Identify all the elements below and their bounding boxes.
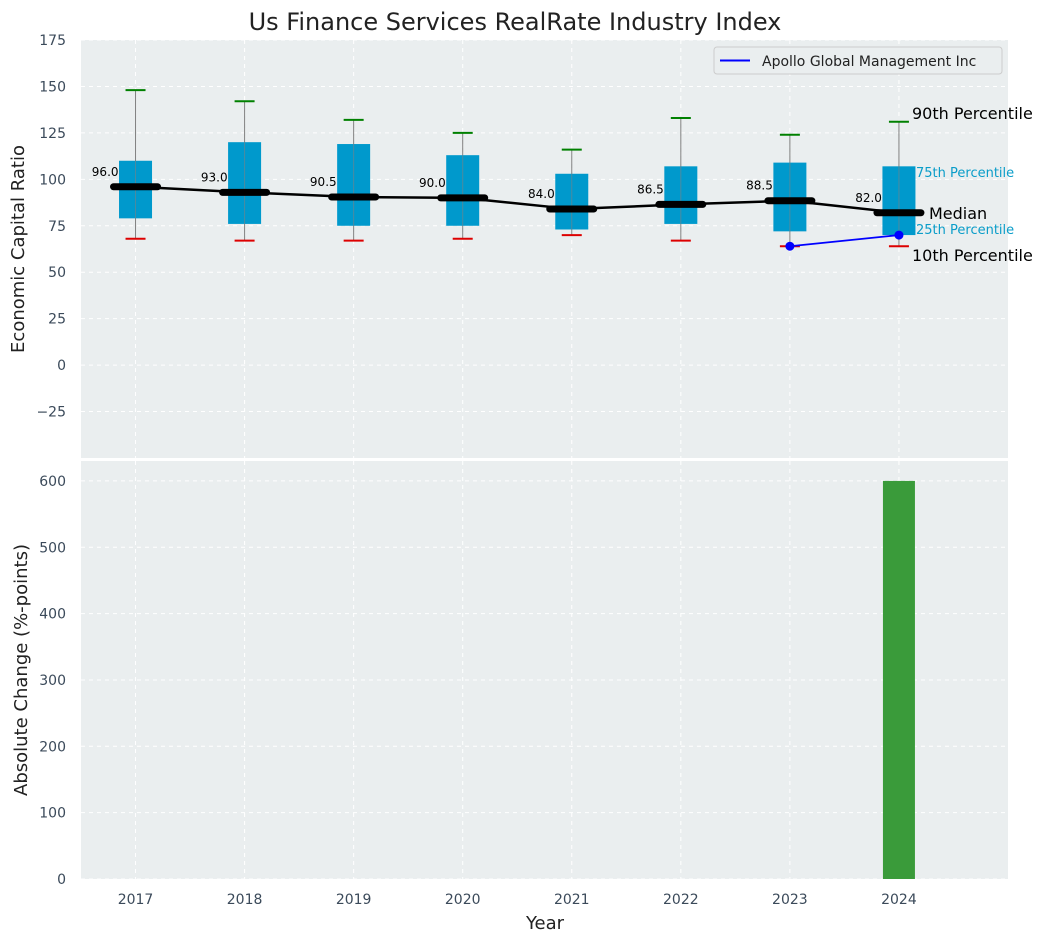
company-point-2024 [894,230,904,240]
y-tick-label: 100 [39,806,66,822]
x-tick-label: 2024 [881,892,917,908]
x-tick-label: 2023 [772,892,808,908]
top-y-tick-labels: −25 0 25 50 75 100 125 150 175 [36,33,66,421]
y-tick-label: 125 [39,126,66,142]
top-y-axis-label: Economic Capital Ratio [8,145,29,353]
y-tick-label: 50 [48,265,66,281]
y-tick-label: 400 [39,607,66,623]
median-label-2023: 88.5 [746,179,773,193]
annotation-25th: 25th Percentile [916,223,1014,238]
annotation-90th: 90th Percentile [912,104,1033,123]
annotation-median: Median [929,204,987,223]
median-label-2017: 96.0 [92,165,119,179]
x-tick-label: 2020 [445,892,481,908]
y-tick-label: 300 [39,673,66,689]
x-tick-label: 2017 [118,892,154,908]
median-label-2021: 84.0 [528,187,555,201]
median-label-2019: 90.5 [310,175,337,189]
legend: Apollo Global Management Inc [713,46,1003,75]
bottom-plot-area [81,461,1008,879]
y-tick-label: 0 [57,872,66,888]
y-tick-label: −25 [36,405,66,421]
bottom-y-tick-labels: 0 100 200 300 400 500 600 [39,474,66,888]
median-label-2018: 93.0 [201,170,228,184]
annotation-10th: 10th Percentile [912,246,1033,265]
legend-label-apollo: Apollo Global Management Inc [762,54,976,70]
median-label-2020: 90.0 [419,176,446,190]
median-label-2022: 86.5 [637,182,664,196]
x-tick-label: 2021 [554,892,590,908]
y-tick-label: 0 [57,358,66,374]
bottom-gridlines [81,461,1008,880]
x-tick-label: 2019 [336,892,372,908]
company-point-2023 [785,241,795,251]
y-tick-label: 100 [39,172,66,188]
bar-2024 [882,480,915,879]
legend-box [713,46,1003,75]
x-tick-labels: 2017 2018 2019 2020 2021 2022 2023 2024 [118,892,917,908]
chart-title: Us Finance Services RealRate Industry In… [249,8,782,36]
percentile-annotations: 90th Percentile 75th Percentile Median 2… [912,104,1033,265]
company-line [789,234,900,248]
y-tick-label: 150 [39,79,66,95]
x-tick-label: 2022 [663,892,699,908]
bottom-y-axis-label: Absolute Change (%-points) [11,544,32,796]
y-tick-label: 75 [48,219,66,235]
y-tick-label: 175 [39,33,66,49]
x-tick-label: 2018 [227,892,263,908]
bar-chart-marks [882,480,915,879]
y-tick-label: 500 [39,540,66,556]
median-label-2024: 82.0 [855,191,882,205]
box-plot-marks: 96.0 93.0 90.5 90.0 84.0 86.5 88.5 82.0 [92,89,925,251]
x-axis-label: Year [525,913,565,934]
annotation-75th: 75th Percentile [916,166,1014,181]
y-tick-label: 200 [39,739,66,755]
y-tick-label: 600 [39,474,66,490]
y-tick-label: 25 [48,312,66,328]
top-plot-area [81,40,1008,458]
